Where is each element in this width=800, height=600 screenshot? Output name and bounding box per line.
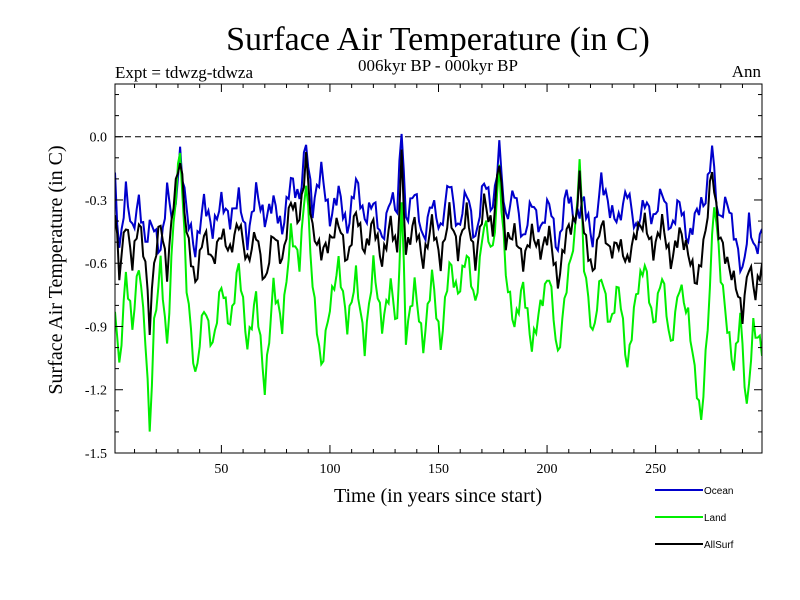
- x-tick-label: 250: [645, 462, 666, 477]
- series-line-allsurf: [115, 149, 762, 335]
- legend-label-land: Land: [704, 513, 726, 524]
- x-tick-label: 100: [319, 462, 340, 477]
- series-line-ocean: [115, 133, 762, 276]
- period-label: Ann: [732, 62, 762, 81]
- y-tick-label: 0.0: [90, 131, 108, 146]
- y-axis-label: Surface Air Temperature (in C): [45, 145, 67, 394]
- plot-frame: [114, 83, 763, 454]
- legend-label-ocean: Ocean: [704, 486, 733, 497]
- x-axis-label: Time (in years since start): [334, 485, 542, 507]
- y-tick-label: -0.3: [85, 194, 107, 209]
- y-tick-label: -1.2: [85, 384, 107, 399]
- chart-title: Surface Air Temperature (in C): [226, 21, 650, 58]
- y-tick-label: -0.9: [85, 320, 107, 335]
- plot-area: 50 100 150 200 250 0.0 -0.3 -0.6 -0.9 -1.2 -1.5: [85, 83, 763, 477]
- legend: Ocean Land AllSurf: [655, 486, 734, 551]
- legend-label-allsurf: AllSurf: [704, 540, 734, 551]
- x-tick-label: 150: [428, 462, 449, 477]
- series-line-land: [115, 152, 762, 432]
- x-tick-label: 200: [537, 462, 558, 477]
- y-tick-label: -0.6: [85, 257, 107, 272]
- chart-subtitle: 006kyr BP - 000kyr BP: [358, 56, 518, 75]
- experiment-label: Expt = tdwzg-tdwza: [115, 63, 253, 82]
- y-tick-label: -1.5: [85, 447, 107, 462]
- x-tick-label: 50: [214, 462, 228, 477]
